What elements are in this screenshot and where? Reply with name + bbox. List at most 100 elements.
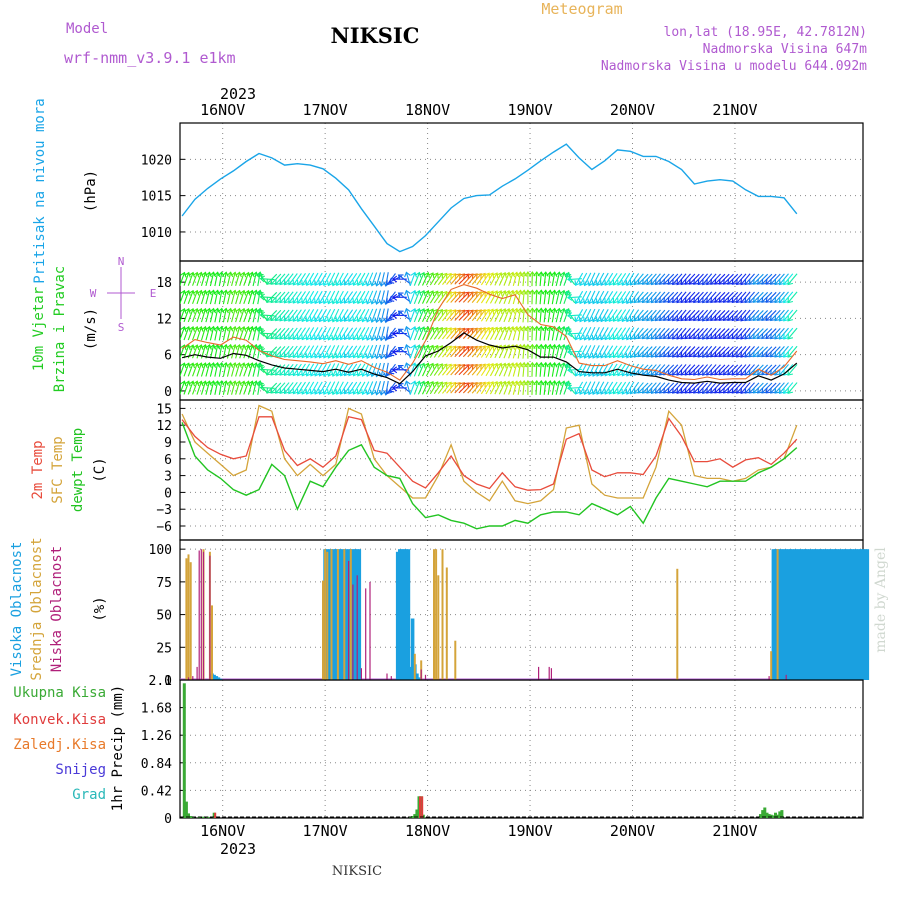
wind-arrow [200,381,207,395]
wind-arrow-head [765,279,772,285]
wind-arrow-head [718,297,725,303]
wind-arrow-head [684,387,691,394]
compass-w-label: W [90,287,97,300]
wind-arrow-head [757,333,763,340]
wind-arrow [239,362,245,377]
wind-arrow [319,363,327,377]
wind-arrow [454,364,465,376]
wind-arrow [517,380,522,395]
wind-arrow [252,344,257,359]
wind-arrow [301,309,311,322]
wind-arrow [319,272,327,286]
temp-ytick-label: −6 [156,520,172,535]
wind-arrow [442,309,452,322]
wind-arrow-head [736,351,742,358]
wind-arrow-head [774,279,781,286]
wind-arrow [740,291,751,303]
wind-arrow-head [574,298,581,305]
wind-arrow [458,291,470,303]
wind-arrow [485,309,494,322]
wind-arrow [731,382,743,394]
wind-arrow [621,345,631,358]
wind-arrow [471,364,482,376]
wind-arrow [306,272,315,286]
wind-arrow-head [180,326,187,332]
wind-arrow-head [727,387,733,394]
wind-arrow [779,364,789,376]
cloud-high-bar [218,678,223,680]
wind-arrow [319,290,327,304]
wind-arrow-head [279,370,286,376]
wind-arrow [710,364,721,376]
wind-arrow [214,326,219,341]
cloud-low-bar [548,666,550,680]
wind-arrow-head [441,327,448,333]
wind-arrow-head [437,381,443,388]
wind-arrow-head [201,289,208,296]
wind-arrow-head [235,344,242,350]
wind-arrow-head [283,388,290,395]
wind-arrow-head [339,370,346,377]
wind-arrow-head [414,308,422,314]
wind-arrow [327,308,336,322]
dewpt-line [181,422,798,530]
cloud-high-bar [848,549,852,680]
wind-arrow [770,346,781,358]
wind-arrow-head [688,369,695,376]
wind-arrow-head [663,315,669,321]
wind-arrow [626,381,635,395]
wind-arrow-head [348,352,354,359]
wind-arrow-head [727,315,733,321]
wind-arrow [748,364,760,376]
wind-arrow [676,345,687,358]
wind-arrow [731,328,743,339]
wind-arrow-head [339,280,346,286]
wind-arrow [310,327,319,340]
wind-arrow [327,290,336,304]
wind-arrow-head [697,315,704,322]
cloud-high-bar [810,549,814,680]
wind-arrow [672,346,683,358]
wind-arrow [727,291,739,303]
wind-arrow [770,328,781,339]
wind-arrow-head [292,388,299,395]
wind-arrow [425,327,434,340]
wind-arrow-head [612,388,619,395]
wind-arrow-head [714,369,721,376]
wind-arrow-head [629,370,636,377]
wind-arrow [723,364,734,376]
wind-arrow-head [270,297,277,304]
wind-arrow [409,290,416,305]
wind-arrow [192,272,198,286]
wind-arrow-head [583,352,590,359]
wind-arrow-head [740,388,747,395]
cloud-low-bar [424,674,427,680]
wind-arrow-head [787,370,794,376]
wind-arrow-head [441,363,448,370]
wind-arrow [575,272,584,286]
wind-arrow [421,290,429,304]
wind-arrow-head [714,351,721,358]
wind-arrow [425,290,434,304]
wind-arrow-head [702,333,708,340]
wind-arrow [642,382,653,394]
wind-arrow [774,273,785,285]
wind-arrow-head [301,334,308,341]
cloud-high-bar [780,549,784,680]
wind-arrow-head [450,381,457,388]
wind-arrow-head [512,289,520,296]
wind-arrow-head [633,351,640,358]
wind-arrow [340,327,349,340]
wind-arrow-head [196,362,204,369]
wind-arrow-head [259,293,266,301]
wind-arrow-head [244,380,251,387]
wind-arrow [366,345,374,359]
wind-arrow-head [672,388,678,394]
wind-arrow [458,346,470,357]
wind-arrow-head [512,362,520,368]
wind-arrow-head [296,352,303,359]
wind-arrow [512,290,518,305]
wind-arrow [584,345,592,359]
wind-arrow [727,382,739,394]
